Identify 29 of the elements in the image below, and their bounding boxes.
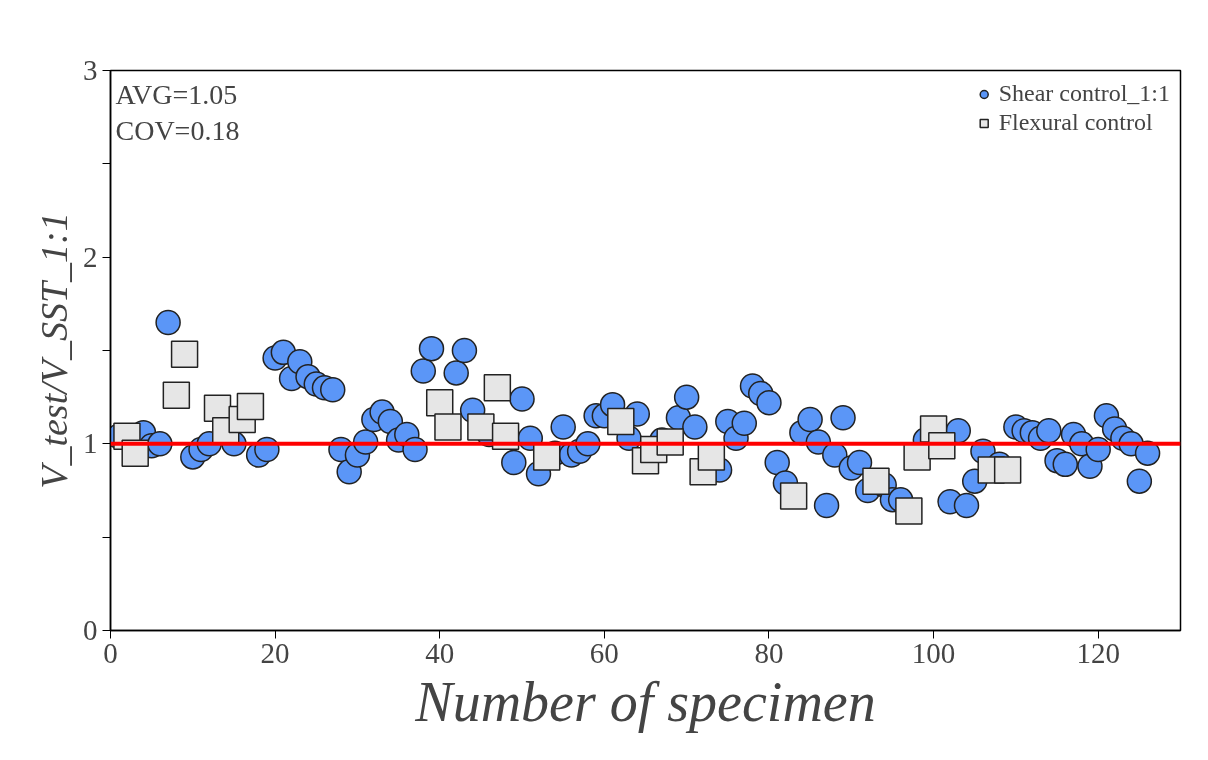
x-tick-label: 0 [103, 636, 118, 669]
point [607, 407, 635, 436]
y-tick-label: 2 [83, 240, 98, 273]
legend-label: Shear control_1:1 [998, 80, 1170, 107]
x-tick-label: 120 [1076, 636, 1120, 669]
x-tick-label: 40 [425, 636, 455, 669]
point [467, 413, 495, 441]
point [236, 392, 265, 421]
y-tick-label: 0 [83, 614, 98, 646]
annotation: COV=0.18 [115, 114, 240, 146]
point [993, 456, 1022, 484]
x-tick-label: 100 [911, 636, 956, 669]
x-tick-label: 60 [589, 636, 619, 669]
point [162, 381, 191, 410]
y-tick-label: 3 [83, 54, 98, 86]
point [779, 482, 808, 510]
point [483, 374, 512, 402]
point [862, 467, 890, 495]
point [170, 340, 199, 368]
point [434, 413, 462, 441]
point [425, 389, 454, 417]
y-tick-label: 1 [83, 427, 98, 460]
x-tick-label: 80 [754, 636, 784, 669]
x-tick-label: 20 [260, 636, 290, 669]
annotation: AVG=1.05 [115, 78, 238, 110]
point [895, 497, 923, 525]
legend-label: Flexural control [998, 109, 1153, 136]
x-axis-title: Number of specimen [414, 670, 876, 733]
y-axis-title: V_test/V_SST_1:1 [33, 212, 75, 489]
